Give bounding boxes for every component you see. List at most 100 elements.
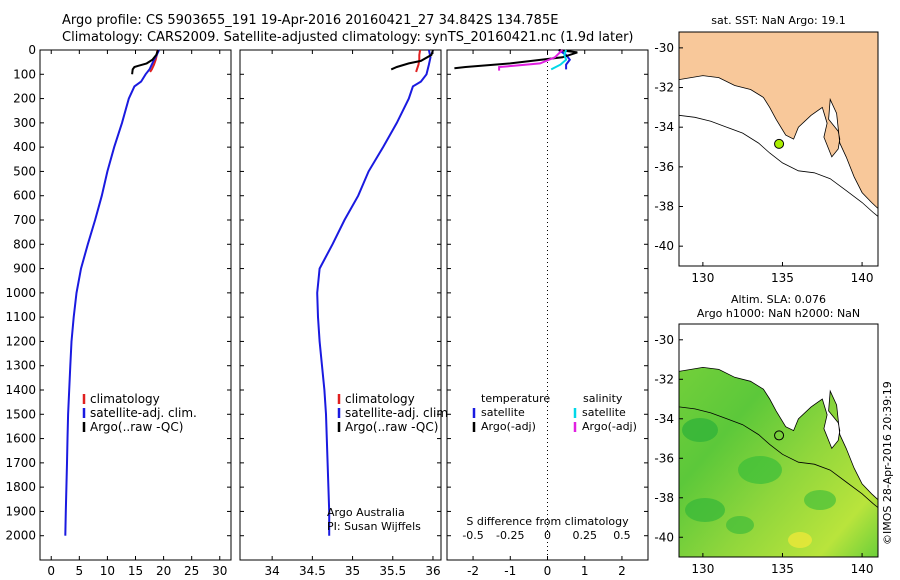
copyright-text: ©IMOS 28-Apr-2016 20:39:19 [881, 381, 894, 545]
map-x-tick-label: 130 [691, 271, 714, 285]
series-line-difference-3 [498, 49, 564, 71]
sla-patch [685, 498, 725, 522]
annotation-text: PI: Susan Wijffels [327, 520, 421, 533]
x-tick-label: 34.5 [299, 564, 326, 578]
x-tick-label: 0 [544, 564, 552, 578]
map-x-tick-label: 130 [691, 562, 714, 576]
map-y-tick-label: -36 [654, 451, 674, 465]
y-tick-label: 800 [13, 237, 36, 251]
x-tick-label: -2 [467, 564, 479, 578]
title-line-2: Climatology: CARS2009. Satellite-adjuste… [62, 30, 634, 45]
legend-label: Argo(..raw -QC) [90, 420, 183, 434]
map-x-tick-label: 140 [851, 562, 874, 576]
map-x-tick-label: 140 [851, 271, 874, 285]
map-title: sat. SST: NaN Argo: 19.1 [711, 14, 845, 27]
map-y-tick-label: -38 [654, 491, 674, 505]
map-title-line-1: Altim. SLA: 0.076 [731, 293, 826, 306]
y-tick-label: 1200 [5, 334, 36, 348]
argo-position-marker [774, 138, 785, 149]
top-x-tick-label: -0.25 [496, 529, 524, 542]
legend-label: satellite-adj. clim. [90, 406, 197, 420]
title-line-1: Argo profile: CS 5903655_191 19-Apr-2016… [62, 13, 559, 28]
legend-label: Argo(-adj) [481, 420, 536, 433]
legend-label: satellite [582, 406, 626, 419]
x-tick-label: 34 [265, 564, 280, 578]
land-area [679, 324, 878, 501]
annotation-text: Argo Australia [327, 506, 405, 519]
x-tick-label: 35.5 [379, 564, 406, 578]
x-tick-label: 25 [184, 564, 199, 578]
map-frame-sst [678, 31, 879, 267]
map-title-line-2: Argo h1000: NaN h2000: NaN [697, 307, 860, 320]
top-x-axis-label: S difference from climatology [466, 515, 629, 528]
legend-label: Argo(-adj) [582, 420, 637, 433]
map-x-tick-label: 135 [771, 562, 794, 576]
map-y-tick-label: -38 [654, 200, 674, 214]
x-tick-label: 15 [128, 564, 143, 578]
sla-patch [738, 456, 782, 484]
shelf-contour [679, 406, 878, 508]
x-tick-label: 5 [76, 564, 84, 578]
legend-title: temperature [481, 392, 550, 405]
top-x-tick-label: 0 [544, 529, 551, 542]
y-tick-label: 2000 [5, 529, 36, 543]
x-tick-label: 36 [425, 564, 440, 578]
y-tick-label: 1100 [5, 310, 36, 324]
map-y-tick-label: -40 [654, 530, 674, 544]
map-content-sla [679, 324, 878, 557]
y-tick-label: 1700 [5, 456, 36, 470]
y-tick-label: 100 [13, 67, 36, 81]
sla-patch [804, 490, 836, 510]
sla-patch [682, 418, 718, 442]
map-x-tick-label: 135 [771, 271, 794, 285]
map-content-sst [679, 32, 878, 266]
y-tick-label: 500 [13, 164, 36, 178]
y-tick-label: 900 [13, 262, 36, 276]
legend-label: climatology [90, 392, 160, 406]
series-line-salinity-2 [390, 49, 434, 71]
x-tick-label: 2 [618, 564, 626, 578]
legend-label: Argo(..raw -QC) [345, 420, 438, 434]
argo-position-marker [774, 430, 785, 441]
legend-label: satellite-adj. clim. [345, 406, 452, 420]
panel-frame-salinity [239, 49, 442, 561]
map-y-tick-label: -36 [654, 160, 674, 174]
x-tick-label: 0 [47, 564, 55, 578]
map-y-tick-label: -40 [654, 239, 674, 253]
y-tick-label: 1300 [5, 359, 36, 373]
x-tick-label: 35 [345, 564, 360, 578]
series-line-difference-2 [550, 49, 568, 71]
top-x-tick-label: 0.5 [613, 529, 631, 542]
x-tick-label: -1 [504, 564, 516, 578]
y-tick-label: 1500 [5, 407, 36, 421]
series-line-salinity-1 [316, 49, 432, 536]
x-tick-label: 1 [581, 564, 589, 578]
series-line-difference-1 [454, 49, 578, 70]
legend-title: salinity [583, 392, 623, 405]
series-line-difference-0 [558, 49, 572, 70]
y-tick-label: 1600 [5, 432, 36, 446]
y-tick-label: 1800 [5, 480, 36, 494]
map-y-tick-label: -34 [654, 412, 674, 426]
top-x-tick-label: -0.5 [462, 529, 483, 542]
x-tick-label: 30 [212, 564, 227, 578]
shelf-contour [679, 114, 878, 217]
legend-label: climatology [345, 392, 415, 406]
y-tick-label: 400 [13, 140, 36, 154]
map-y-tick-label: -34 [654, 120, 674, 134]
y-tick-label: 200 [13, 92, 36, 106]
series-line-temperature-2 [131, 49, 159, 75]
x-tick-label: 10 [100, 564, 115, 578]
map-y-tick-label: -32 [654, 81, 674, 95]
legend-label: satellite [481, 406, 525, 419]
y-tick-label: 1900 [5, 504, 36, 518]
y-tick-label: 300 [13, 116, 36, 130]
map-y-tick-label: -30 [654, 41, 674, 55]
map-frame-sla [678, 323, 879, 558]
y-tick-label: 1000 [5, 286, 36, 300]
sla-patch [726, 516, 754, 534]
land-area [679, 32, 878, 210]
y-tick-label: 0 [28, 43, 36, 57]
sla-patch [788, 532, 812, 548]
